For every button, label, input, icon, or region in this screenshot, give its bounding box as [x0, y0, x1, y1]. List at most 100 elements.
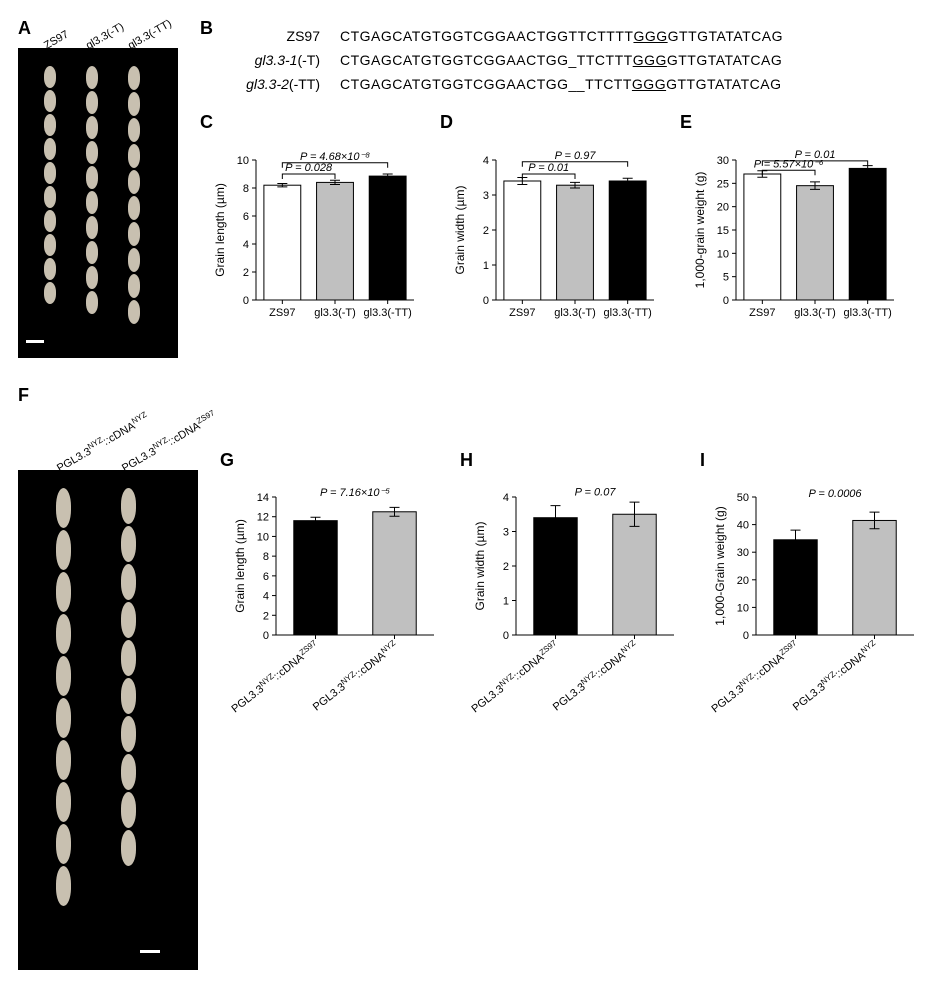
chart-H: 01234Grain width (µm)PGL3.3NYZ::cDNAZS97…: [470, 465, 680, 725]
svg-text:2: 2: [263, 610, 269, 622]
svg-text:P = 0.0006: P = 0.0006: [808, 488, 862, 500]
grain: [121, 640, 136, 676]
bar: [504, 181, 541, 300]
chart-E: 0510152025301,000-grain weight (g)ZS97gl…: [690, 128, 900, 328]
svg-text:PGL3.3NYZ::cDNAZS97: PGL3.3NYZ::cDNAZS97: [708, 638, 802, 716]
grain: [128, 144, 140, 168]
grain: [86, 291, 98, 314]
grain-column: [44, 66, 56, 304]
bar: [369, 176, 406, 300]
svg-text:ZS97: ZS97: [269, 307, 295, 319]
grain: [56, 572, 71, 612]
grain: [44, 90, 56, 112]
grain: [121, 488, 136, 524]
grain-column: [121, 488, 136, 866]
grain: [44, 234, 56, 256]
sequence-row: gl3.3-1(-T)CTGAGCATGTGGTCGGAACTGG_TTCTTT…: [230, 52, 783, 68]
bar: [609, 181, 646, 300]
grain-column: [86, 66, 98, 314]
grain: [121, 716, 136, 752]
svg-text:2: 2: [503, 561, 509, 573]
svg-text:gl3.3(-TT): gl3.3(-TT): [604, 307, 652, 319]
panel-label-F: F: [18, 385, 29, 406]
sequence-row: ZS97CTGAGCATGTGGTCGGAACTGGTTCTTTTGGGGTTG…: [230, 28, 783, 44]
grain: [44, 114, 56, 136]
grain: [56, 488, 71, 528]
sequence-text: CTGAGCATGTGGTCGGAACTGG_TTCTTTGGGGTTGTATA…: [340, 52, 782, 68]
bar: [373, 512, 416, 635]
svg-text:0: 0: [743, 630, 749, 642]
svg-text:4: 4: [483, 155, 489, 167]
svg-text:20: 20: [717, 202, 729, 214]
sequence-row: gl3.3-2(-TT)CTGAGCATGTGGTCGGAACTGG__TTCT…: [230, 76, 783, 92]
grain-column-label: gl3.3(-TT): [126, 17, 174, 52]
bar: [294, 521, 337, 635]
grain: [56, 824, 71, 864]
svg-text:20: 20: [737, 575, 749, 587]
grain: [56, 782, 71, 822]
sequence-name: gl3.3-1(-T): [230, 52, 340, 68]
grain: [86, 191, 98, 214]
svg-text:PGL3.3NYZ::cDNANYZ: PGL3.3NYZ::cDNANYZ: [549, 638, 640, 714]
svg-text:PGL3.3NYZ::cDNANYZ: PGL3.3NYZ::cDNANYZ: [789, 638, 880, 714]
grain: [44, 282, 56, 304]
grain: [128, 248, 140, 272]
svg-text:PGL3.3NYZ::cDNAZS97: PGL3.3NYZ::cDNAZS97: [468, 638, 562, 716]
svg-text:10: 10: [257, 531, 269, 543]
svg-text:4: 4: [503, 492, 509, 504]
bar: [853, 520, 896, 635]
grain: [56, 530, 71, 570]
svg-text:Grain width (µm): Grain width (µm): [453, 186, 467, 275]
bar: [534, 518, 577, 635]
grain: [86, 116, 98, 139]
bar: [557, 185, 594, 300]
sequence-block: ZS97CTGAGCATGTGGTCGGAACTGGTTCTTTTGGGGTTG…: [230, 28, 783, 100]
svg-text:0: 0: [263, 630, 269, 642]
svg-text:Grain length (µm): Grain length (µm): [213, 183, 227, 277]
grain: [86, 266, 98, 289]
grain: [128, 92, 140, 116]
svg-text:10: 10: [737, 602, 749, 614]
svg-text:50: 50: [737, 492, 749, 504]
svg-text:gl3.3(-T): gl3.3(-T): [554, 307, 596, 319]
bar: [613, 514, 656, 635]
svg-text:PGL3.3NYZ::cDNANYZ: PGL3.3NYZ::cDNANYZ: [309, 638, 400, 714]
svg-text:0: 0: [503, 630, 509, 642]
bar: [797, 186, 834, 300]
grain: [121, 792, 136, 828]
grain: [86, 66, 98, 89]
grain: [56, 866, 71, 906]
svg-text:8: 8: [263, 551, 269, 563]
svg-text:8: 8: [243, 183, 249, 195]
grain: [56, 656, 71, 696]
bar: [849, 168, 886, 300]
grain-image-F: [18, 470, 198, 970]
svg-text:0: 0: [483, 295, 489, 307]
bar: [264, 185, 301, 300]
grain: [86, 166, 98, 189]
svg-text:Grain length (µm): Grain length (µm): [233, 519, 247, 613]
grain: [86, 216, 98, 239]
svg-text:14: 14: [257, 492, 269, 504]
grain-column: [128, 66, 140, 324]
bar: [774, 540, 817, 635]
svg-text:P = 0.97: P = 0.97: [555, 150, 597, 162]
svg-text:40: 40: [737, 520, 749, 532]
svg-text:1: 1: [483, 260, 489, 272]
svg-text:1: 1: [503, 596, 509, 608]
svg-text:gl3.3(-T): gl3.3(-T): [314, 307, 356, 319]
svg-text:1,000-grain weight (g): 1,000-grain weight (g): [693, 172, 707, 289]
svg-text:P = 7.16×10⁻⁵: P = 7.16×10⁻⁵: [320, 487, 390, 499]
svg-text:P = 0.028: P = 0.028: [285, 162, 333, 174]
svg-text:3: 3: [503, 527, 509, 539]
svg-text:4: 4: [263, 591, 269, 603]
svg-text:30: 30: [717, 155, 729, 167]
grain: [44, 66, 56, 88]
svg-text:2: 2: [243, 267, 249, 279]
grain: [121, 602, 136, 638]
svg-text:25: 25: [717, 178, 729, 190]
scale-bar: [26, 340, 44, 343]
grain: [128, 170, 140, 194]
grain: [121, 526, 136, 562]
grain-image-A: [18, 48, 178, 358]
